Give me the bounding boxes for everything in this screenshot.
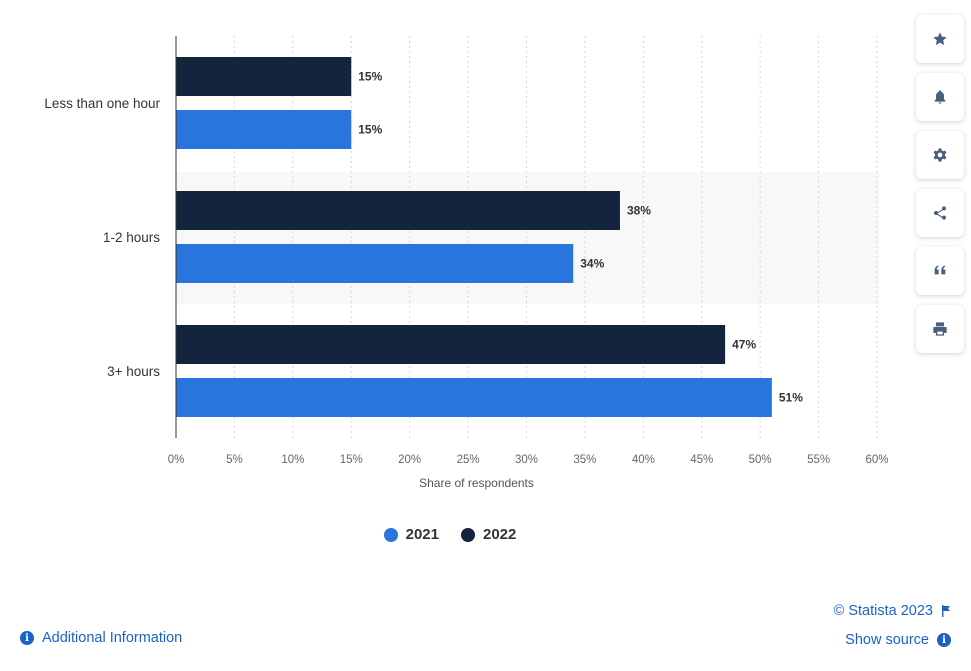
data-label: 51% — [779, 391, 803, 405]
copyright: © Statista 2023 — [834, 603, 951, 619]
x-tick-label: 10% — [281, 454, 304, 466]
category-label: 3+ hours — [107, 364, 160, 379]
bar-2022 — [176, 325, 726, 364]
x-axis-title: Share of respondents — [419, 476, 534, 490]
data-label: 15% — [358, 123, 382, 137]
print-button[interactable] — [916, 305, 964, 353]
settings-button[interactable] — [916, 131, 964, 179]
star-icon — [933, 32, 947, 46]
show-source-link[interactable]: Show source i — [845, 632, 951, 648]
legend-label-2021: 2021 — [405, 526, 439, 543]
category-label: Less than one hour — [44, 96, 160, 111]
x-tick-label: 15% — [340, 454, 363, 466]
bar-2021 — [176, 110, 352, 149]
gear-icon — [933, 148, 947, 162]
x-tick-label: 55% — [807, 454, 830, 466]
favorite-button[interactable] — [916, 15, 964, 63]
show-source-label: Show source — [845, 632, 929, 648]
x-tick-label: 5% — [226, 454, 243, 466]
notification-button[interactable] — [916, 73, 964, 121]
share-button[interactable] — [916, 189, 964, 237]
x-tick-label: 20% — [398, 454, 421, 466]
x-tick-label: 0% — [168, 454, 185, 466]
flag-icon[interactable] — [941, 605, 951, 617]
legend-item-2022[interactable]: 2022 — [461, 526, 516, 543]
legend-label-2022: 2022 — [483, 526, 517, 543]
data-label: 38% — [627, 204, 651, 218]
bell-icon — [934, 90, 946, 104]
info-icon: i — [937, 633, 951, 647]
x-tick-label: 40% — [632, 454, 655, 466]
info-icon: i — [20, 631, 34, 645]
chart-toolbar — [916, 15, 964, 363]
x-tick-label: 60% — [865, 454, 888, 466]
x-tick-label: 45% — [690, 454, 713, 466]
additional-information-label: Additional Information — [42, 630, 183, 646]
cite-button[interactable] — [916, 247, 964, 295]
bar-2022 — [176, 57, 352, 96]
bar-chart: 15% 15% Less than one hour 38% 34% 1-2 hours 4… — [44, 36, 889, 490]
bar-2021 — [176, 378, 772, 417]
share-icon — [934, 206, 946, 220]
x-tick-label: 50% — [749, 454, 772, 466]
legend-dot-2021 — [383, 527, 398, 542]
category-label: 1-2 hours — [103, 230, 160, 245]
x-tick-label: 35% — [573, 454, 596, 466]
quote-icon — [934, 265, 946, 275]
chart-legend: 2021 2022 — [0, 526, 900, 543]
print-icon — [933, 322, 947, 336]
bar-2022 — [176, 191, 620, 230]
x-tick-label: 30% — [515, 454, 538, 466]
bar-2021 — [176, 244, 574, 283]
x-tick-label: 25% — [457, 454, 480, 466]
data-label: 15% — [358, 70, 382, 84]
copyright-label: © Statista 2023 — [833, 603, 933, 619]
legend-item-2021[interactable]: 2021 — [383, 526, 439, 543]
additional-information-link[interactable]: i Additional Information — [20, 630, 182, 646]
legend-dot-2022 — [461, 527, 475, 542]
data-label: 47% — [732, 338, 756, 352]
data-label: 34% — [580, 257, 604, 271]
